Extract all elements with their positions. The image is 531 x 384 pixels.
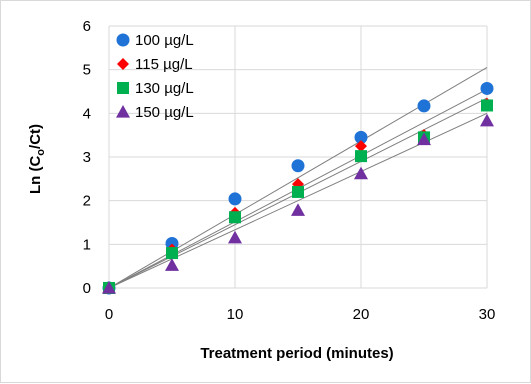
x-tick-label: 10 [227,306,244,323]
trendline-circle [109,67,487,288]
y-axis-title: Ln (Co/Ct) [27,124,47,194]
legend: 100 µg/L 115 µg/L 130 µg/L 150 µg/L [116,32,194,121]
y-tick-label: 3 [83,149,91,166]
data-point-circle [292,159,305,172]
data-point-circle [481,82,494,95]
y-tick-label: 4 [83,105,91,122]
x-tick-label: 30 [479,306,496,323]
x-axis-title: Treatment period (minutes) [200,345,393,362]
y-axis-title-main: Ln (C [27,156,44,194]
data-point-circle [229,192,242,205]
legend-label: 115 µg/L [135,56,193,73]
data-point-circle [418,99,431,112]
data-point-square [355,150,367,162]
trendline-layer [109,67,487,288]
x-tick-label: 0 [105,306,113,323]
y-tick-label: 5 [83,62,91,79]
y-tick-label: 6 [83,18,91,35]
legend-label: 130 µg/L [135,80,194,97]
data-point-triangle [165,258,179,271]
y-axis-title-end: /Ct) [27,124,44,149]
legend-marker-triangle [116,105,130,118]
legend-marker-circle [117,34,130,47]
legend-label: 150 µg/L [135,104,194,121]
y-tick-label: 1 [83,236,91,253]
y-tick-label: 2 [83,193,91,210]
x-tick-label: 20 [353,306,370,323]
data-point-triangle [354,167,368,180]
legend-marker-diamond [117,58,129,70]
data-point-triangle [291,203,305,216]
data-point-square [229,211,241,223]
legend-label: 100 µg/L [135,32,194,49]
legend-marker-square [117,82,129,94]
y-tick-label: 0 [83,280,91,297]
data-point-square [292,186,304,198]
data-point-square [481,99,493,111]
data-point-square [166,247,178,259]
data-point-triangle [228,231,242,244]
